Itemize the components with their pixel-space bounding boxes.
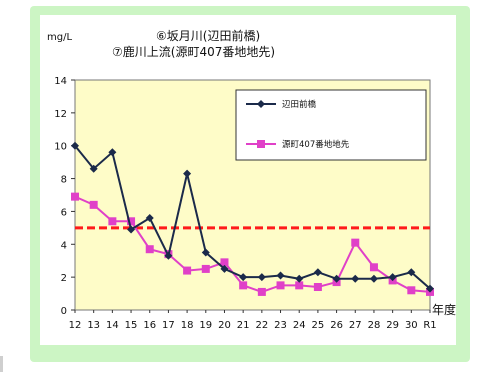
y-tick-label: 4 xyxy=(61,240,67,251)
data-point xyxy=(257,287,266,296)
y-axis-label: mg/L xyxy=(47,32,72,43)
x-axis-label: 年度 xyxy=(432,302,456,317)
data-point xyxy=(257,273,266,282)
y-tick-label: 8 xyxy=(61,175,67,186)
data-point xyxy=(313,268,322,277)
x-tick-label: 18 xyxy=(181,320,194,331)
x-tick-label: 25 xyxy=(312,320,325,331)
x-tick-label: 19 xyxy=(199,320,212,331)
data-point xyxy=(108,148,117,157)
data-point xyxy=(239,281,248,290)
data-point xyxy=(220,258,229,267)
data-point xyxy=(145,214,154,222)
data-point xyxy=(220,264,229,273)
data-point xyxy=(145,245,154,254)
x-tick-label: 28 xyxy=(368,320,381,331)
data-point xyxy=(164,251,173,260)
data-point xyxy=(108,217,117,226)
y-tick-label: 14 xyxy=(54,76,67,87)
data-point xyxy=(313,283,322,291)
chart-title-line-2: ⑦鹿川上流(源町407番地地先) xyxy=(112,44,275,59)
corner-artifact xyxy=(0,356,17,372)
x-tick-label: 24 xyxy=(293,320,306,331)
x-tick-label: 17 xyxy=(162,320,175,331)
x-tick-label: 15 xyxy=(125,320,138,331)
legend-box xyxy=(235,89,427,161)
y-tick-label: 2 xyxy=(61,273,67,284)
data-point xyxy=(332,274,341,283)
x-tick-label: 20 xyxy=(218,320,231,331)
data-point xyxy=(89,200,98,209)
x-tick-label: 27 xyxy=(349,320,362,331)
data-point xyxy=(71,192,79,201)
data-point xyxy=(71,141,79,150)
x-tick-label: 13 xyxy=(87,320,100,331)
x-tick-label: 16 xyxy=(143,320,156,331)
data-point xyxy=(239,273,248,282)
data-point xyxy=(369,263,378,272)
legend-swatch-marker xyxy=(257,140,265,148)
x-tick-label: 21 xyxy=(237,320,250,331)
x-tick-label: 14 xyxy=(106,320,119,331)
data-point xyxy=(351,238,360,247)
series-line xyxy=(74,195,431,293)
data-point xyxy=(407,286,416,295)
x-tick-label: 29 xyxy=(386,320,399,331)
data-point xyxy=(127,225,136,234)
data-point xyxy=(276,271,285,280)
x-tick-label: 22 xyxy=(255,320,268,331)
x-tick-label: 23 xyxy=(274,320,287,331)
data-point xyxy=(201,248,210,257)
data-point xyxy=(201,264,210,273)
y-tick-label: 6 xyxy=(61,207,67,218)
x-tick-label: 12 xyxy=(69,320,82,331)
legend-label: 源町407番地地先 xyxy=(282,139,350,150)
data-point xyxy=(295,281,304,290)
y-tick-label: 12 xyxy=(54,109,67,120)
x-tick-label: 26 xyxy=(330,320,343,331)
data-point xyxy=(295,274,304,283)
x-tick-label: 30 xyxy=(405,320,418,331)
data-point xyxy=(183,169,192,178)
legend-label: 辺田前橋 xyxy=(282,99,317,110)
data-point xyxy=(407,268,416,277)
data-point xyxy=(276,281,285,290)
data-point xyxy=(127,217,136,226)
data-point xyxy=(388,273,397,282)
y-tick-label: 0 xyxy=(61,306,67,317)
legend-swatch-marker xyxy=(257,100,265,108)
y-tick-label: 10 xyxy=(54,142,67,153)
data-point xyxy=(89,164,98,173)
data-point xyxy=(351,274,360,283)
data-point xyxy=(369,274,378,283)
x-tick-label: R1 xyxy=(423,320,436,331)
data-point xyxy=(183,266,192,275)
chart-title-line-1: ⑥坂月川(辺田前橋) xyxy=(156,28,260,43)
data-point xyxy=(426,284,434,293)
